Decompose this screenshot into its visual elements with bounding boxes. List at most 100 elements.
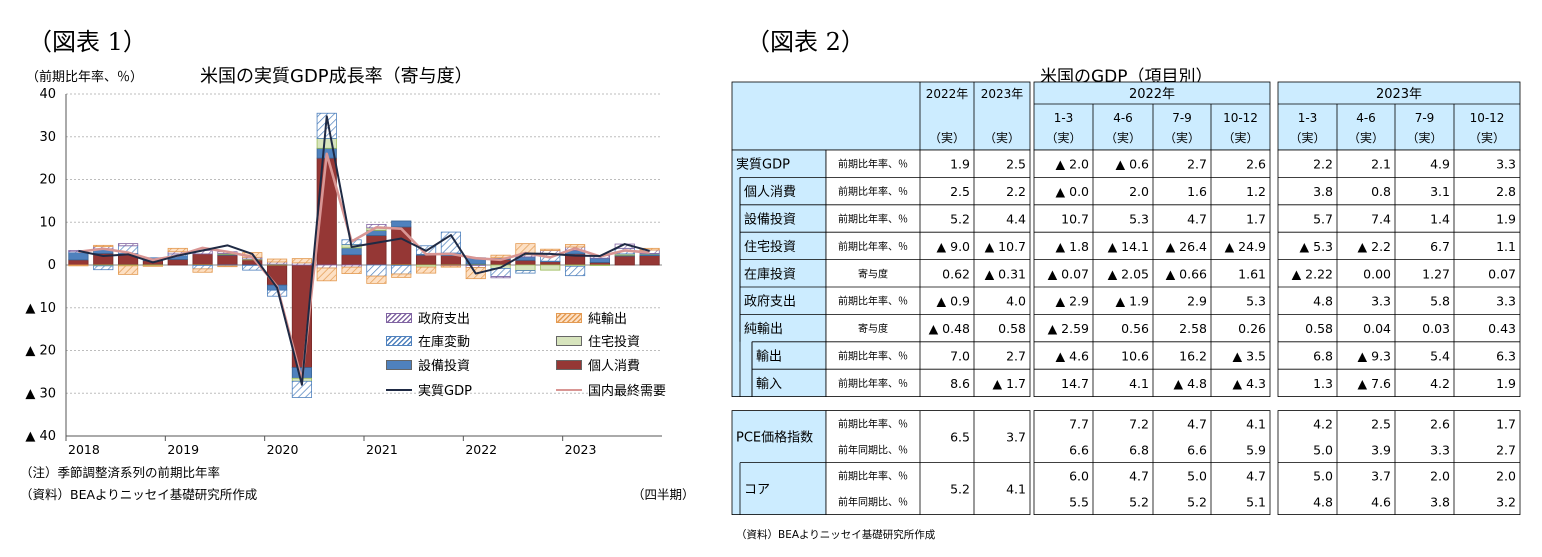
cell-value: 6.3 bbox=[1496, 349, 1516, 364]
cell-value: 2.2 bbox=[1313, 157, 1333, 172]
bar-純輸出 bbox=[316, 267, 337, 282]
cell-value: 2.0 bbox=[1496, 469, 1516, 484]
cell-value: ▲ 1.8 bbox=[1056, 239, 1090, 254]
bar-純輸出 bbox=[515, 243, 536, 256]
cell-value: 4.2 bbox=[1430, 376, 1450, 391]
bar-政府支出 bbox=[490, 276, 511, 279]
legend-label: 実質GDP bbox=[418, 384, 472, 399]
cell-value: 5.2 bbox=[950, 482, 970, 497]
chart1-bars bbox=[68, 112, 660, 398]
cell-value: 14.7 bbox=[1061, 376, 1089, 391]
price-row-label: PCE価格指数 bbox=[736, 430, 813, 446]
cell-value: ▲ 4.8 bbox=[1174, 376, 1208, 391]
legend-label: 国内最終需要 bbox=[588, 384, 667, 399]
legend-swatch bbox=[556, 312, 582, 323]
legend-item: 政府支出 bbox=[386, 308, 470, 327]
cell-value: 10.6 bbox=[1121, 349, 1149, 364]
header-annual-2022: 2022年 bbox=[926, 87, 969, 101]
cell-value: 2.58 bbox=[1179, 321, 1207, 336]
chart1-source: （資料）BEAよりニッセイ基礎研究所作成 bbox=[20, 487, 258, 502]
bar-在庫変動 bbox=[515, 270, 536, 274]
body-2023 bbox=[1277, 149, 1521, 398]
cell-value: 0.62 bbox=[942, 266, 970, 281]
cell-value: 6.5 bbox=[950, 430, 970, 445]
bar-純輸出 bbox=[192, 268, 213, 273]
cell-value: ▲ 1.7 bbox=[993, 376, 1026, 391]
cell-value: 6.8 bbox=[1313, 349, 1333, 364]
cell-value: 1.61 bbox=[1238, 266, 1266, 281]
cell-value: 4.0 bbox=[1006, 294, 1026, 309]
cell-value: 5.0 bbox=[1187, 469, 1207, 484]
cell-value: 2.7 bbox=[1006, 349, 1026, 364]
cell-value: 2.2 bbox=[1006, 184, 1026, 199]
header-quarter: 4-6 bbox=[1356, 111, 1376, 125]
cell-value: 7.7 bbox=[1069, 417, 1089, 432]
cell-value: 2.5 bbox=[950, 184, 970, 199]
cell-value: 6.7 bbox=[1430, 239, 1450, 254]
cell-value: 3.2 bbox=[1496, 495, 1516, 510]
row-unit: 前期比年率、％ bbox=[838, 240, 908, 253]
bar-純輸出 bbox=[540, 248, 561, 251]
cell-value: ▲ 9.3 bbox=[1358, 349, 1391, 364]
cell-value: 4.7 bbox=[1129, 469, 1149, 484]
cell-value: 2.0 bbox=[1129, 184, 1149, 199]
cell-value: ▲ 9.0 bbox=[937, 239, 971, 254]
cell-value: 4.7 bbox=[1187, 212, 1207, 227]
cell-value: 0.8 bbox=[1371, 184, 1391, 199]
x-tick-label: 2020 bbox=[267, 442, 299, 457]
cell-value: 2.6 bbox=[1430, 417, 1450, 432]
row-unit: 前期比年率、％ bbox=[838, 470, 908, 483]
legend-label: 個人消費 bbox=[588, 359, 641, 374]
row-unit: 寄与度 bbox=[858, 322, 888, 335]
header-quarter: 4-6 bbox=[1113, 111, 1133, 125]
cell-value: 2.5 bbox=[1006, 157, 1026, 172]
cell-value: 4.4 bbox=[1006, 212, 1026, 227]
cell-value: ▲ 26.4 bbox=[1166, 239, 1207, 254]
chart1-y-ticks: 40 30 20 10 0 ▲ 10 ▲ 20 ▲ 30 ▲ 40 bbox=[25, 87, 56, 444]
cell-value: 5.1 bbox=[1246, 495, 1266, 510]
cell-value: ▲ 1.9 bbox=[1116, 294, 1150, 309]
header-actual: （実） bbox=[1289, 130, 1325, 145]
header-actual: （実） bbox=[1164, 130, 1200, 145]
cell-value: 3.9 bbox=[1371, 443, 1391, 458]
cell-value: 0.03 bbox=[1422, 321, 1450, 336]
cell-value: 0.58 bbox=[998, 321, 1026, 336]
cell-value: ▲ 0.9 bbox=[937, 294, 971, 309]
y-tick-label: ▲ 40 bbox=[25, 429, 56, 444]
cell-value: ▲ 2.59 bbox=[1048, 321, 1089, 336]
cell-value: 5.8 bbox=[1430, 294, 1450, 309]
header-quarter: 7-9 bbox=[1172, 111, 1192, 125]
bar-純輸出 bbox=[217, 265, 238, 268]
header-actual: （実） bbox=[1348, 130, 1384, 145]
cell-value: 4.8 bbox=[1313, 495, 1333, 510]
bar-純輸出 bbox=[440, 265, 462, 268]
cell-value: 3.7 bbox=[1006, 430, 1026, 445]
header-actual: （実） bbox=[1222, 130, 1258, 145]
cell-value: 5.4 bbox=[1430, 349, 1450, 364]
cell-value: 5.2 bbox=[1129, 495, 1149, 510]
bar-純輸出 bbox=[291, 258, 313, 264]
row-unit: 前期比年率、％ bbox=[838, 350, 908, 363]
cell-value: 3.7 bbox=[1371, 469, 1391, 484]
legend-swatch bbox=[386, 312, 412, 323]
cell-value: 2.5 bbox=[1371, 417, 1391, 432]
cell-value: 1.6 bbox=[1187, 184, 1207, 199]
row-label: 在庫投資 bbox=[744, 266, 796, 282]
cell-value: 1.4 bbox=[1430, 212, 1450, 227]
cell-value: 0.58 bbox=[1305, 321, 1333, 336]
cell-value: ▲ 3.5 bbox=[1233, 349, 1266, 364]
cell-value: 0.00 bbox=[1363, 266, 1391, 281]
legend-swatch bbox=[386, 389, 412, 391]
cell-value: 3.8 bbox=[1430, 495, 1450, 510]
cell-value: 1.9 bbox=[950, 157, 970, 172]
row-unit: 前期比年率、％ bbox=[838, 158, 908, 171]
row-label: 政府支出 bbox=[744, 295, 796, 310]
cell-value: 5.2 bbox=[950, 212, 970, 227]
label-column bbox=[731, 149, 827, 398]
header-quarter: 10-12 bbox=[1223, 111, 1258, 125]
header-annual-2023: 2023年 bbox=[981, 87, 1024, 101]
cell-value: 5.0 bbox=[1313, 443, 1333, 458]
chart1-x-unit-label: （四半期） bbox=[632, 487, 695, 502]
cell-value: 0.43 bbox=[1488, 321, 1516, 336]
